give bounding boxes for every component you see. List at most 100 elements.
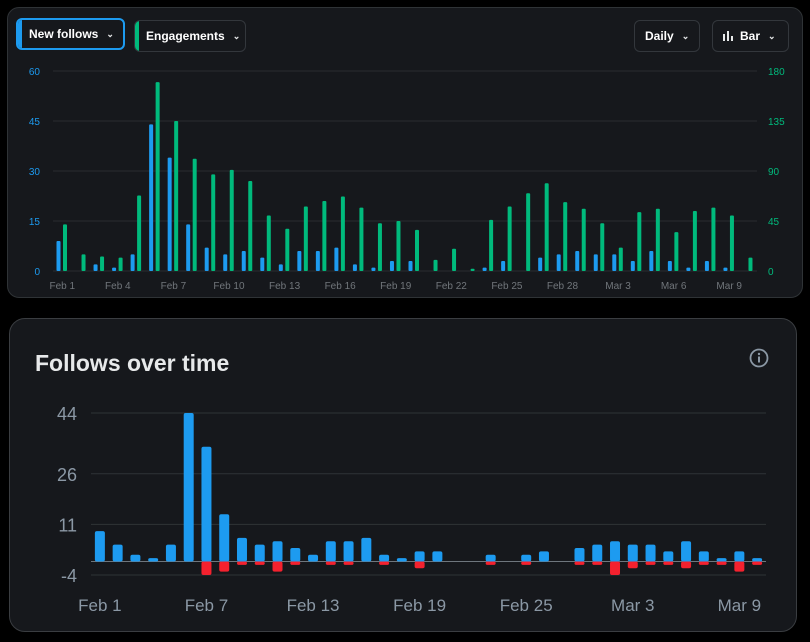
- x-tick-label: Feb 13: [287, 596, 340, 615]
- new-follows-bar: [297, 251, 302, 271]
- new-follows-bar: [352, 264, 357, 271]
- x-tick-label: Feb 19: [393, 596, 446, 615]
- new-follows-bar: [389, 261, 394, 271]
- x-tick-label: Feb 1: [78, 596, 121, 615]
- engagements-bar: [248, 181, 253, 271]
- new-follows-bar: [667, 261, 672, 271]
- follows-bar: [201, 446, 212, 562]
- unfollows-bar: [645, 561, 656, 565]
- x-tick-label: Feb 25: [500, 596, 553, 615]
- engagements-bar: [118, 257, 123, 271]
- new-follows-bar: [704, 261, 709, 271]
- follows-bar: [627, 544, 638, 562]
- new-follows-bar: [315, 251, 320, 271]
- new-follows-bar: [612, 254, 617, 271]
- follows-bar: [183, 413, 194, 562]
- engagements-bar: [600, 223, 605, 271]
- unfollows-bar: [379, 561, 390, 565]
- engagements-bar: [63, 224, 67, 271]
- y-left-tick-label: 0: [34, 267, 40, 278]
- engagements-bar: [544, 183, 549, 271]
- follows-bar: [574, 548, 585, 562]
- new-follows-bar: [593, 254, 598, 271]
- engagements-bar: [526, 193, 531, 271]
- follows-bar: [308, 554, 319, 562]
- new-follows-bar: [408, 261, 413, 271]
- engagements-bar: [359, 207, 364, 271]
- follows-over-time-panel: [9, 318, 797, 632]
- new-follows-bar: [649, 251, 654, 271]
- unfollows-bar: [236, 561, 247, 565]
- engagements-bar: [507, 206, 512, 271]
- unfollows-bar: [521, 561, 532, 565]
- follows-bar: [94, 531, 105, 562]
- follows-bar: [716, 558, 727, 562]
- chevron-down-icon: ⌄: [681, 30, 690, 41]
- engagements-bar: [303, 206, 308, 271]
- unfollows-bar: [698, 561, 709, 565]
- engagements-bar: [433, 259, 438, 271]
- y-right-tick-label: 45: [768, 217, 780, 228]
- interval-label: Daily: [645, 29, 674, 43]
- new-follows-bar: [223, 254, 228, 271]
- follows-bar: [432, 551, 443, 562]
- new-follows-bar: [112, 267, 117, 271]
- new-follows-bar: [167, 157, 172, 271]
- x-tick-label: Feb 4: [105, 281, 131, 292]
- follows-bar: [663, 551, 674, 562]
- follows-bar: [272, 541, 283, 562]
- x-tick-label: Mar 9: [718, 596, 761, 615]
- y-left-tick-label: 15: [29, 217, 41, 228]
- chart-type-label: Bar: [740, 29, 761, 43]
- x-tick-label: Feb 25: [491, 281, 523, 292]
- unfollows-bar: [610, 561, 621, 575]
- y-right-tick-label: 0: [768, 267, 774, 278]
- unfollows-bar: [627, 561, 638, 569]
- follows-bar: [645, 544, 656, 562]
- interval-dropdown[interactable]: Daily ⌄: [634, 20, 700, 52]
- x-tick-label: Mar 3: [605, 281, 631, 292]
- x-tick-label: Mar 9: [716, 281, 742, 292]
- new-follows-bar: [575, 251, 580, 271]
- engagements-bar: [377, 223, 382, 271]
- follows-bar: [361, 537, 372, 562]
- chevron-down-icon: ⌄: [106, 28, 114, 39]
- follows-bar: [485, 554, 496, 562]
- follows-bar: [734, 551, 745, 562]
- unfollows-bar: [343, 561, 354, 565]
- engagements-bar: [655, 208, 660, 271]
- follows-bar: [379, 554, 390, 562]
- engagements-bar: [489, 219, 494, 271]
- unfollows-bar: [201, 561, 212, 575]
- new-follows-label: New follows: [29, 27, 99, 41]
- chart-type-dropdown[interactable]: Bar ⌄: [712, 20, 789, 52]
- unfollows-bar: [752, 561, 763, 565]
- new-follows-bar: [93, 264, 98, 271]
- info-icon[interactable]: [749, 348, 769, 368]
- unfollows-bar: [414, 561, 425, 569]
- new-follows-bar: [186, 224, 191, 271]
- unfollows-bar: [290, 561, 301, 565]
- x-tick-label: Mar 6: [661, 281, 687, 292]
- follows-bar: [538, 551, 549, 562]
- engagements-color-swatch: [135, 21, 139, 51]
- follows-bar: [130, 554, 141, 562]
- engagements-bar: [155, 82, 160, 271]
- engagements-bar: [415, 229, 419, 271]
- engagements-bar: [211, 174, 216, 271]
- engagements-bar: [174, 121, 179, 271]
- chevron-down-icon: ⌄: [232, 30, 241, 41]
- follows-bar: [165, 544, 176, 562]
- new-follows-toggle[interactable]: New follows ⌄: [16, 18, 125, 50]
- new-follows-bar: [501, 261, 506, 271]
- new-follows-bar: [723, 267, 728, 271]
- follows-bar: [325, 541, 336, 562]
- x-tick-label: Feb 10: [213, 281, 245, 292]
- follows-bar: [148, 558, 159, 562]
- engagements-bar: [340, 196, 345, 271]
- engagements-toggle[interactable]: Engagements ⌄: [134, 20, 246, 52]
- unfollows-bar: [681, 561, 692, 569]
- engagements-bar: [729, 215, 734, 271]
- engagements-label: Engagements: [146, 29, 225, 43]
- engagements-bar: [452, 248, 457, 271]
